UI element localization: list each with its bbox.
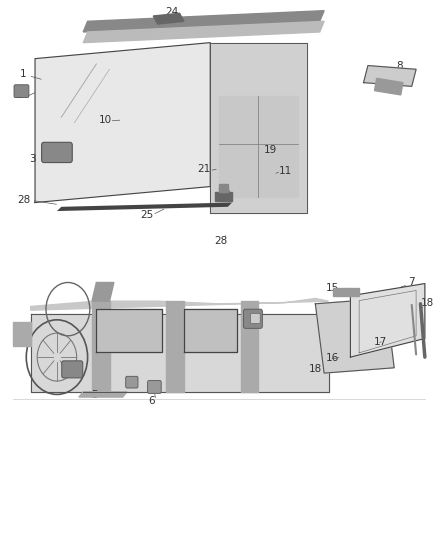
Polygon shape <box>241 301 258 392</box>
Polygon shape <box>210 43 307 213</box>
Polygon shape <box>83 21 324 43</box>
Polygon shape <box>96 309 162 352</box>
Polygon shape <box>166 301 184 392</box>
Polygon shape <box>364 66 416 86</box>
Text: 9: 9 <box>391 84 398 94</box>
Text: 15: 15 <box>325 283 339 293</box>
Text: 20: 20 <box>217 189 230 198</box>
FancyBboxPatch shape <box>244 309 262 328</box>
Text: 24: 24 <box>165 7 178 17</box>
Text: 14: 14 <box>126 380 139 390</box>
Polygon shape <box>153 13 184 24</box>
Polygon shape <box>219 96 298 197</box>
Text: 6: 6 <box>148 396 155 406</box>
FancyBboxPatch shape <box>14 85 29 98</box>
Text: 28: 28 <box>18 195 31 205</box>
Text: 18: 18 <box>421 298 434 308</box>
Text: 28: 28 <box>215 236 228 246</box>
Text: 18: 18 <box>309 364 322 374</box>
Text: 1: 1 <box>19 69 26 78</box>
Text: 7: 7 <box>408 278 415 287</box>
Polygon shape <box>219 184 228 192</box>
Text: 23: 23 <box>247 20 261 30</box>
Polygon shape <box>31 298 328 310</box>
Polygon shape <box>31 314 328 392</box>
Polygon shape <box>215 192 232 201</box>
Text: 16: 16 <box>325 353 339 363</box>
Polygon shape <box>79 392 127 397</box>
Polygon shape <box>13 322 31 346</box>
Text: 25: 25 <box>140 210 153 220</box>
Text: 8: 8 <box>396 61 403 71</box>
Polygon shape <box>92 282 114 301</box>
Text: 17: 17 <box>374 337 387 347</box>
Polygon shape <box>333 288 359 296</box>
FancyBboxPatch shape <box>251 313 260 324</box>
Text: 26: 26 <box>60 363 74 373</box>
Polygon shape <box>315 298 394 373</box>
Polygon shape <box>350 284 425 357</box>
FancyBboxPatch shape <box>42 142 72 163</box>
FancyBboxPatch shape <box>126 376 138 388</box>
FancyBboxPatch shape <box>148 381 161 393</box>
Text: 5: 5 <box>91 391 98 400</box>
Polygon shape <box>374 78 403 95</box>
Text: 21: 21 <box>197 165 210 174</box>
Polygon shape <box>83 11 324 32</box>
Text: 12: 12 <box>247 314 261 324</box>
Text: 19: 19 <box>264 146 277 155</box>
Text: 4: 4 <box>16 332 23 342</box>
Text: 11: 11 <box>279 166 292 175</box>
Polygon shape <box>35 43 210 203</box>
FancyBboxPatch shape <box>62 361 83 378</box>
Polygon shape <box>57 203 232 211</box>
Polygon shape <box>92 301 110 392</box>
Text: 3: 3 <box>29 154 36 164</box>
Text: 10: 10 <box>99 115 112 125</box>
Polygon shape <box>184 309 237 352</box>
Text: 2: 2 <box>15 90 22 100</box>
